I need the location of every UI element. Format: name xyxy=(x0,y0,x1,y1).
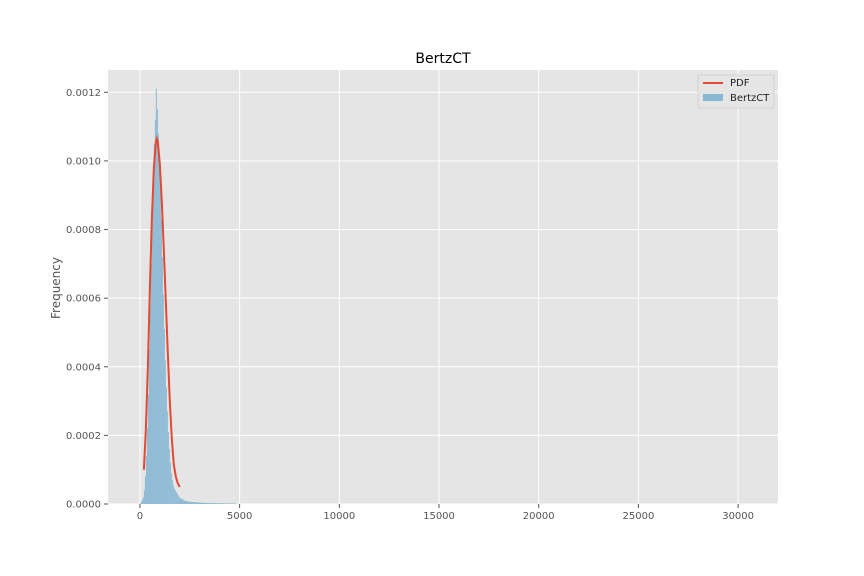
histogram-bar xyxy=(142,497,144,504)
histogram-bar xyxy=(167,431,169,504)
histogram-bar xyxy=(207,503,216,504)
histogram-bar xyxy=(181,499,184,504)
histogram-bar xyxy=(215,503,226,504)
plot-area xyxy=(108,70,778,505)
x-tick-label: 0 xyxy=(137,511,143,522)
histogram-bar xyxy=(165,387,167,504)
histogram-bar xyxy=(175,491,177,504)
x-tick-label: 10000 xyxy=(323,511,355,522)
histogram-bar xyxy=(159,188,161,504)
histogram-bar xyxy=(147,394,149,504)
x-axis: 0 5000 10000 15000 20000 25000 30000 xyxy=(137,504,754,522)
histogram-bar xyxy=(166,411,168,504)
y-tick-label: 0.0004 xyxy=(66,362,101,373)
histogram-bar xyxy=(176,493,178,504)
histogram-bar xyxy=(149,305,151,504)
histogram-bar xyxy=(146,428,148,504)
y-tick-label: 0.0000 xyxy=(66,500,101,511)
histogram-bar xyxy=(145,455,147,504)
histogram-bar xyxy=(193,502,198,504)
x-tick-label: 30000 xyxy=(722,511,754,522)
histogram-bar xyxy=(187,501,190,504)
histogram-bar xyxy=(141,499,143,504)
histogram-bar xyxy=(168,449,170,504)
histogram-bar xyxy=(225,503,236,504)
y-tick-label: 0.0010 xyxy=(66,156,101,167)
pdf-line xyxy=(142,135,181,488)
histogram-bar xyxy=(157,133,159,505)
histogram-bar xyxy=(171,479,173,504)
histogram-bar xyxy=(177,495,179,504)
y-tick-label: 0.0002 xyxy=(66,431,101,442)
y-tick-label: 0.0012 xyxy=(66,88,101,99)
y-axis-title: Frequency xyxy=(49,257,63,319)
histogram-bar xyxy=(163,329,165,504)
x-tick-label: 25000 xyxy=(623,511,655,522)
histogram-bar xyxy=(152,188,154,504)
grid xyxy=(108,70,778,505)
histogram-bar xyxy=(189,501,194,504)
histogram-bar xyxy=(139,503,141,504)
histogram-bar xyxy=(185,501,188,504)
histogram-bar xyxy=(178,497,180,504)
histogram-bar xyxy=(156,109,158,505)
y-tick-label: 0.0006 xyxy=(66,294,101,305)
legend-hist-label: BertzCT xyxy=(730,93,770,104)
histogram-bar xyxy=(144,476,146,504)
histogram-bars xyxy=(139,88,237,505)
histogram-bar xyxy=(155,88,157,504)
histogram-bar xyxy=(183,500,186,504)
y-axis: 0.0000 0.0002 0.0004 0.0006 0.0008 0.0010 0.00… xyxy=(66,88,108,511)
histogram-bar xyxy=(140,501,142,504)
histogram-bar xyxy=(154,119,156,504)
x-tick-label: 20000 xyxy=(523,511,555,522)
histogram-bar xyxy=(197,502,202,504)
histogram-bar xyxy=(162,294,164,504)
legend: PDF BertzCT xyxy=(697,74,775,109)
histogram-bar xyxy=(169,462,171,504)
legend-pdf-label: PDF xyxy=(730,78,750,89)
chart-title: BertzCT xyxy=(415,51,471,67)
histogram-bar xyxy=(160,219,162,505)
histogram-bar xyxy=(150,263,152,504)
x-tick-label: 5000 xyxy=(227,511,252,522)
histogram-bar xyxy=(173,488,175,504)
histogram-bar xyxy=(174,490,176,504)
histogram-bar xyxy=(153,143,155,504)
y-tick-label: 0.0008 xyxy=(66,225,101,236)
histogram-bar xyxy=(170,473,172,504)
legend-hist-swatch xyxy=(703,94,723,101)
histogram-bar xyxy=(143,490,145,504)
x-tick-label: 15000 xyxy=(423,511,455,522)
histogram-bar xyxy=(164,359,166,504)
histogram-bar xyxy=(172,485,174,504)
histogram-bar xyxy=(201,502,208,504)
histogram-bar xyxy=(148,349,150,504)
histogram-bar xyxy=(179,498,182,504)
plot-background xyxy=(108,70,778,504)
histogram-bar xyxy=(161,256,163,504)
histogram-bar xyxy=(151,222,153,504)
histogram-bar xyxy=(158,157,160,505)
